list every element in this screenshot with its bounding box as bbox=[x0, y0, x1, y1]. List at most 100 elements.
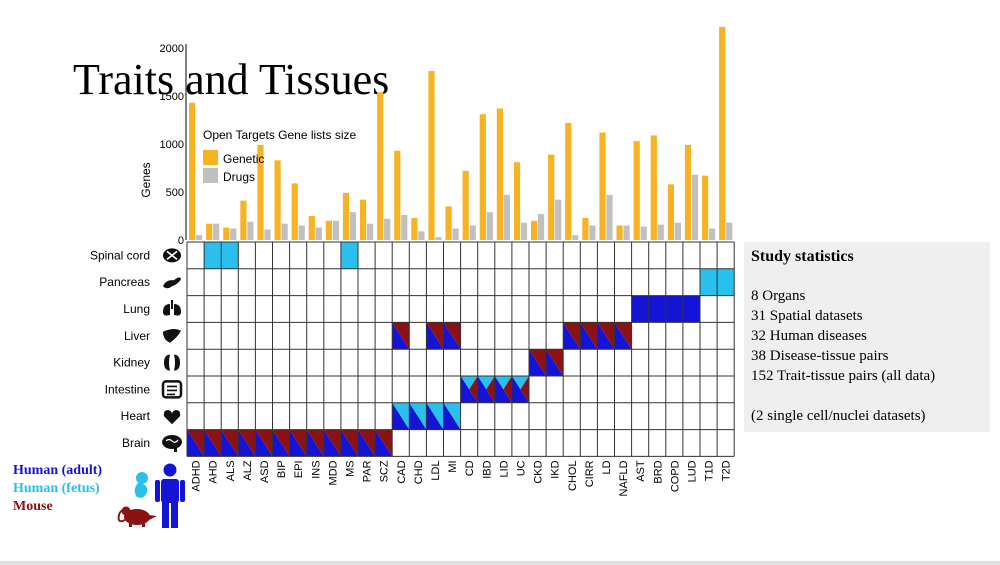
heart-icon bbox=[163, 410, 181, 425]
lung-left bbox=[163, 304, 170, 316]
cell-liver-chol bbox=[563, 322, 581, 350]
bar-drugs-ibd bbox=[486, 212, 493, 240]
mouse-leg-front bbox=[142, 523, 145, 527]
tissue-label-lung: Lung bbox=[123, 302, 150, 316]
cell-fill-mouse bbox=[392, 322, 410, 350]
cell-pancreas-t1d bbox=[700, 268, 718, 296]
cell-fill-adult bbox=[682, 295, 700, 323]
bar-drugs-als bbox=[230, 228, 237, 240]
cell-fill-adult bbox=[631, 295, 649, 323]
bar-genetic-cad bbox=[394, 150, 401, 240]
bar-drugs-ahd bbox=[213, 223, 220, 240]
bar-drugs-brd bbox=[657, 224, 664, 240]
mouse-snout bbox=[149, 515, 157, 520]
cell-lung-copd bbox=[665, 295, 683, 323]
cell-spinal-cord-ahd bbox=[204, 242, 222, 269]
mouse-leg-back bbox=[129, 523, 132, 527]
fetus-head bbox=[136, 472, 148, 484]
trait-label-t1d: T1D bbox=[704, 460, 716, 481]
brain-stem bbox=[174, 448, 177, 452]
cell-fill-mouse bbox=[597, 322, 615, 350]
adult-torso bbox=[161, 479, 179, 503]
bar-drugs-mdd bbox=[332, 220, 339, 240]
cell-heart-mi bbox=[443, 402, 461, 430]
bar-genetic-ibd bbox=[479, 114, 486, 240]
cell-fill-fetus bbox=[494, 376, 512, 390]
cell-fill-adult bbox=[358, 429, 376, 457]
cell-fill-adult bbox=[392, 402, 410, 430]
bar-drugs-uc bbox=[520, 222, 528, 240]
study-statistics-panel: Study statistics 8 Organs 31 Spatial dat… bbox=[744, 242, 990, 432]
cell-brain-epi bbox=[289, 429, 307, 457]
bar-drugs-copd bbox=[674, 222, 681, 240]
stat-organs: 8 Organs bbox=[751, 288, 806, 304]
bar-drugs-mi bbox=[452, 228, 459, 240]
cell-spinal-cord-als bbox=[221, 242, 239, 269]
cell-fill-adult bbox=[272, 429, 290, 457]
bar-genetic-ld bbox=[599, 132, 606, 240]
cell-fill-fetus bbox=[717, 268, 735, 296]
trait-label-asd: ASD bbox=[259, 460, 271, 483]
cell-brain-mdd bbox=[323, 429, 341, 457]
cell-brain-ins bbox=[306, 429, 324, 457]
cell-fill-fetus bbox=[392, 402, 410, 430]
trait-label-chol: CHOL bbox=[567, 460, 579, 491]
cell-fill-mouse bbox=[443, 322, 461, 350]
bar-drugs-chd bbox=[418, 231, 425, 240]
liver-icon bbox=[163, 329, 181, 343]
trait-label-ldl: LDL bbox=[430, 460, 442, 480]
y-tick-label: 500 bbox=[166, 187, 184, 199]
cell-spinal-cord-ms bbox=[340, 242, 358, 269]
cell-heart-ldl bbox=[426, 402, 444, 430]
cell-brain-adhd bbox=[187, 429, 205, 457]
pancreas-shape bbox=[163, 277, 181, 289]
intestine-outer bbox=[161, 380, 183, 399]
cell-intestine-lid bbox=[494, 376, 512, 403]
cell-fill-mouse bbox=[323, 429, 341, 457]
intestine-coils bbox=[167, 385, 177, 396]
slide-title: Traits and Tissues bbox=[73, 55, 390, 104]
trait-label-uc: UC bbox=[515, 460, 527, 476]
bar-drugs-t1d bbox=[709, 228, 716, 240]
trait-label-ins: INS bbox=[310, 460, 322, 478]
trait-label-lud: LUD bbox=[686, 460, 698, 482]
tissue-label-intestine: Intestine bbox=[105, 382, 151, 396]
adult-leg-left bbox=[162, 502, 169, 528]
cell-liver-ld bbox=[597, 322, 615, 350]
legend-swatch-genetic bbox=[203, 150, 218, 165]
tissue-label-spinal-cord: Spinal cord bbox=[90, 248, 150, 262]
cell-fill-adult bbox=[238, 429, 256, 457]
bar-genetic-lud bbox=[684, 144, 692, 240]
bar-drugs-adhd bbox=[196, 235, 203, 240]
bar-drugs-cad bbox=[401, 215, 408, 240]
cell-fill-adult bbox=[597, 322, 615, 350]
bar-genetic-nafld bbox=[616, 225, 623, 240]
cell-fill-adult bbox=[289, 429, 307, 457]
cell-fill-adult bbox=[648, 295, 666, 323]
cell-fill-adult bbox=[409, 402, 427, 430]
cell-fill-mouse bbox=[469, 376, 478, 403]
bar-genetic-epi bbox=[291, 183, 298, 240]
stat-single-cell-datasets: (2 single cell/nuclei datasets) bbox=[751, 408, 926, 424]
cell-fill-mouse bbox=[272, 429, 290, 457]
y-tick-label: 0 bbox=[178, 235, 184, 247]
bar-genetic-mdd bbox=[325, 220, 332, 240]
brain-shape bbox=[162, 435, 182, 449]
bar-genetic-asd bbox=[257, 144, 264, 240]
bar-genetic-uc bbox=[513, 162, 521, 240]
bar-drugs-chol bbox=[572, 235, 579, 240]
cell-kidney-ckd bbox=[529, 349, 547, 376]
trait-label-lid: LID bbox=[498, 460, 510, 477]
bar-drugs-ldl bbox=[435, 237, 442, 240]
fetus-body bbox=[134, 483, 148, 498]
cell-brain-ahd bbox=[204, 429, 222, 457]
cell-fill-adult bbox=[340, 429, 358, 457]
lung-right bbox=[174, 304, 181, 316]
bar-genetic-t1d bbox=[702, 175, 709, 240]
mouse-body bbox=[124, 509, 150, 525]
cell-fill-mouse bbox=[580, 322, 598, 350]
bar-genetic-chd bbox=[411, 217, 418, 240]
cell-fill-adult bbox=[443, 402, 461, 430]
cell-fill-fetus bbox=[511, 376, 529, 390]
cell-fill-mouse bbox=[306, 429, 324, 457]
